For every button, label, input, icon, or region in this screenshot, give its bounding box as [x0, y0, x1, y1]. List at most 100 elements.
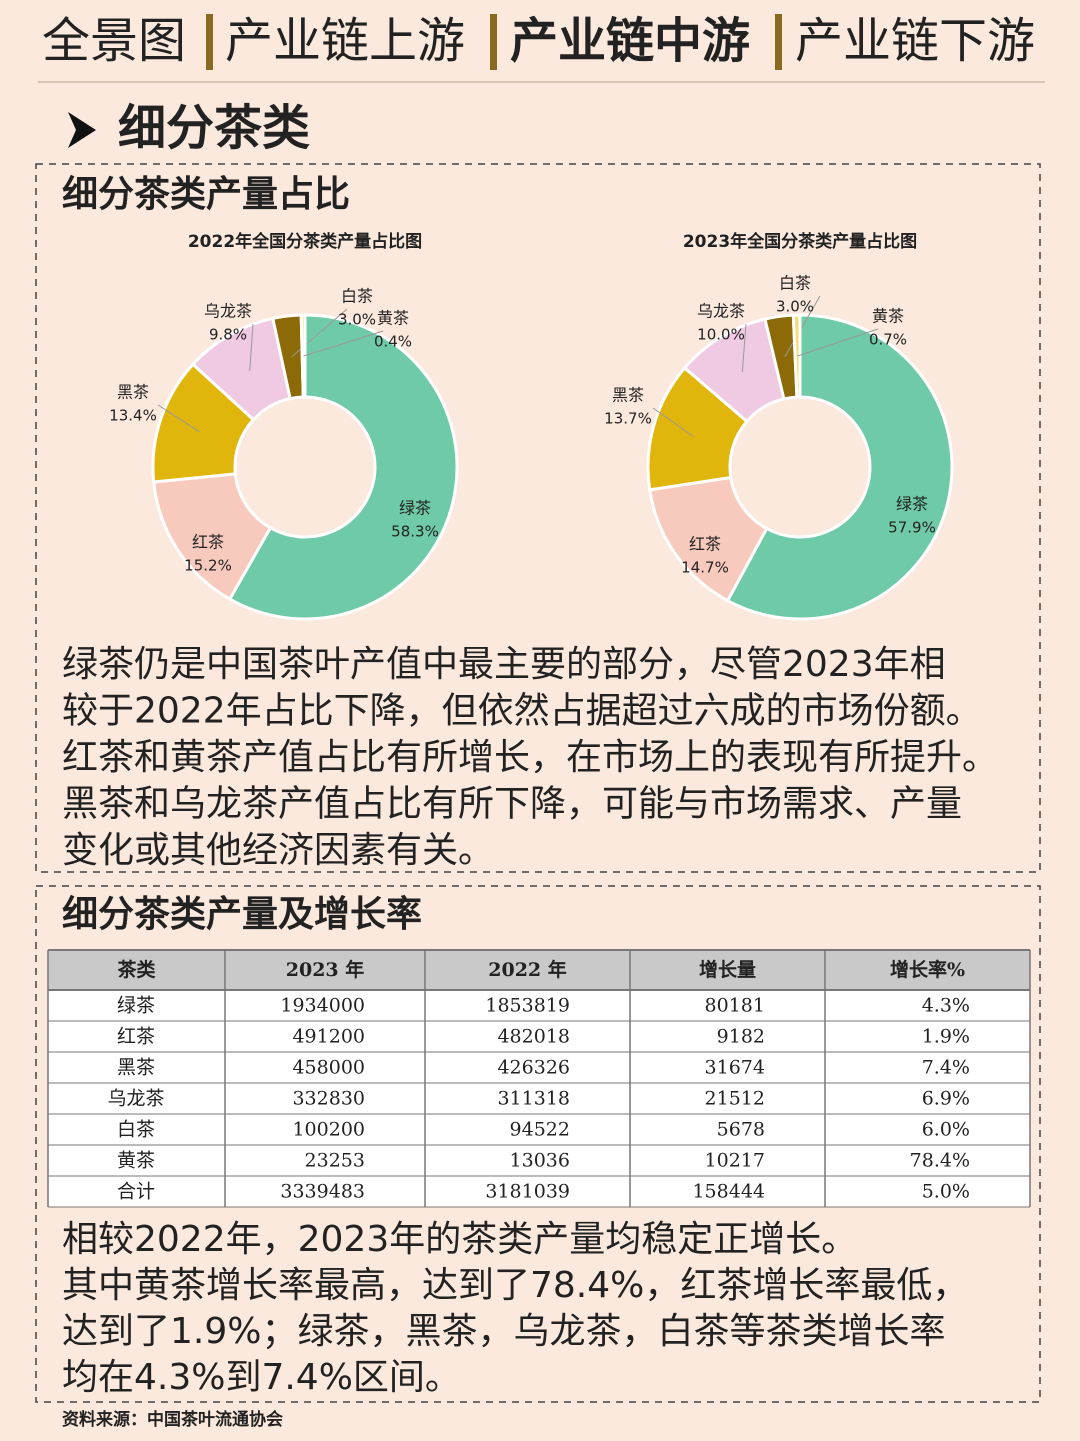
- table-header-bg: [48, 950, 1030, 990]
- nav-tab: 产业链下游: [795, 13, 1035, 69]
- source-note: 资料来源：中国茶叶流通协会: [62, 1409, 283, 1430]
- table-body-bg: [48, 990, 1030, 1207]
- slice-value: 3.0%: [776, 298, 814, 316]
- leader-line: [784, 295, 821, 358]
- paragraph-line: 黑茶和乌龙茶产值占比有所下降，可能与市场需求、产量: [62, 784, 962, 825]
- leader-line: [652, 407, 694, 437]
- table-cell: 黑茶: [117, 1057, 155, 1079]
- table-cell: 458000: [292, 1057, 365, 1079]
- slice-label: 黑茶: [612, 386, 644, 405]
- table-cell: 23253: [305, 1150, 365, 1172]
- table-cell: 78.4%: [910, 1150, 970, 1172]
- table-header-cell: 2022 年: [488, 958, 567, 981]
- table-cell: 4.3%: [922, 995, 970, 1017]
- donut-slice: [791, 313, 802, 399]
- slice-label: 黑茶: [117, 383, 149, 402]
- slice-label: 黄茶: [377, 309, 409, 328]
- leader-line: [303, 330, 384, 357]
- nav-tab: 产业链上游: [225, 13, 465, 69]
- table-cell: 黄茶: [117, 1150, 155, 1172]
- table-cell: 100200: [292, 1119, 365, 1141]
- donut-slice: [227, 313, 459, 621]
- table-cell: 5678: [717, 1119, 765, 1141]
- paragraph-line: 均在4.3%到7.4%区间。: [62, 1357, 461, 1398]
- slice-value: 13.4%: [109, 407, 157, 425]
- paragraph-line: 红茶和黄茶产值占比有所增长，在市场上的表现有所提升。: [62, 737, 998, 778]
- table-cell: 6.0%: [922, 1119, 970, 1141]
- table-cell: 13036: [510, 1150, 570, 1172]
- table-cell: 红茶: [117, 1026, 155, 1048]
- section-title: 细分茶类: [118, 100, 310, 156]
- table-cell: 9182: [717, 1026, 765, 1048]
- table-cell: 绿茶: [117, 995, 155, 1017]
- slice-label: 白茶: [341, 287, 373, 306]
- slice-value: 15.2%: [184, 557, 232, 575]
- table-cell: 80181: [705, 995, 765, 1017]
- slice-label: 红茶: [689, 535, 721, 554]
- table-cell: 311318: [497, 1088, 570, 1110]
- slice-label: 绿茶: [896, 495, 928, 514]
- panel-border: [35, 885, 1041, 1403]
- table-cell: 1934000: [280, 995, 365, 1017]
- table-cell: 1.9%: [922, 1026, 970, 1048]
- leader-line: [797, 328, 879, 357]
- slice-value: 3.0%: [338, 311, 376, 329]
- tab-separator: [775, 14, 782, 70]
- table-cell: 482018: [497, 1026, 570, 1048]
- paragraph-line: 相较2022年，2023年的茶类产量均稳定正增长。: [62, 1219, 857, 1260]
- slice-value: 9.8%: [209, 326, 247, 344]
- table-cell: 332830: [292, 1088, 365, 1110]
- table-cell: 6.9%: [922, 1088, 970, 1110]
- donut-slice: [299, 313, 307, 399]
- table-cell: 3339483: [280, 1181, 365, 1203]
- panel-title: 细分茶类产量及增长率: [62, 894, 422, 935]
- table-cell: 合计: [117, 1181, 155, 1203]
- table-header-cell: 茶类: [117, 958, 155, 981]
- table-cell: 1853819: [485, 995, 570, 1017]
- slice-label: 乌龙茶: [697, 302, 745, 321]
- slice-value: 0.4%: [374, 333, 412, 351]
- panel-border: [35, 163, 1041, 873]
- table-cell: 10217: [705, 1150, 765, 1172]
- table-header-cell: 增长率%: [890, 958, 965, 981]
- section-arrow: [68, 112, 96, 148]
- nav-tab: 全景图: [42, 13, 186, 69]
- chart-title: 2023年全国分茶类产量占比图: [683, 231, 917, 252]
- slice-label: 绿茶: [399, 499, 431, 518]
- panel-title: 细分茶类产量占比: [62, 174, 350, 215]
- slice-label: 红茶: [192, 533, 224, 552]
- leader-line: [741, 323, 747, 373]
- table-cell: 94522: [510, 1119, 570, 1141]
- slice-value: 58.3%: [391, 523, 439, 541]
- slice-value: 0.7%: [869, 331, 907, 349]
- donut-slice: [152, 472, 273, 602]
- leader-line: [157, 404, 200, 433]
- slice-label: 黄茶: [872, 307, 904, 326]
- slice-value: 14.7%: [681, 559, 729, 577]
- table-cell: 21512: [705, 1088, 765, 1110]
- donut-slice: [725, 313, 954, 621]
- paragraph-line: 绿茶仍是中国茶叶产值中最主要的部分，尽管2023年相: [62, 644, 946, 685]
- table-cell: 7.4%: [922, 1057, 970, 1079]
- nav-tab: 产业链中游: [510, 13, 750, 69]
- paragraph-line: 达到了1.9%；绿茶，黑茶，乌龙茶，白茶等茶类增长率: [62, 1311, 945, 1352]
- slice-label: 白茶: [779, 274, 811, 293]
- tab-separator: [490, 14, 497, 70]
- table-cell: 乌龙茶: [107, 1088, 164, 1110]
- table-cell: 426326: [497, 1057, 570, 1079]
- slice-value: 57.9%: [888, 519, 936, 537]
- slice-value: 10.0%: [697, 326, 745, 344]
- table-cell: 5.0%: [922, 1181, 970, 1203]
- paragraph-line: 变化或其他经济因素有关。: [62, 830, 494, 871]
- tab-separator: [206, 14, 213, 70]
- table-cell: 491200: [292, 1026, 365, 1048]
- table-cell: 白茶: [117, 1119, 155, 1141]
- chart-title: 2022年全国分茶类产量占比图: [188, 231, 422, 252]
- table-header-cell: 增长量: [699, 958, 756, 981]
- slice-label: 乌龙茶: [204, 302, 252, 321]
- paragraph-line: 较于2022年占比下降，但依然占据超过六成的市场份额。: [62, 691, 982, 732]
- table-cell: 3181039: [485, 1181, 570, 1203]
- paragraph-line: 其中黄茶增长率最高，达到了78.4%，红茶增长率最低，: [62, 1265, 968, 1306]
- leader-line: [249, 323, 254, 371]
